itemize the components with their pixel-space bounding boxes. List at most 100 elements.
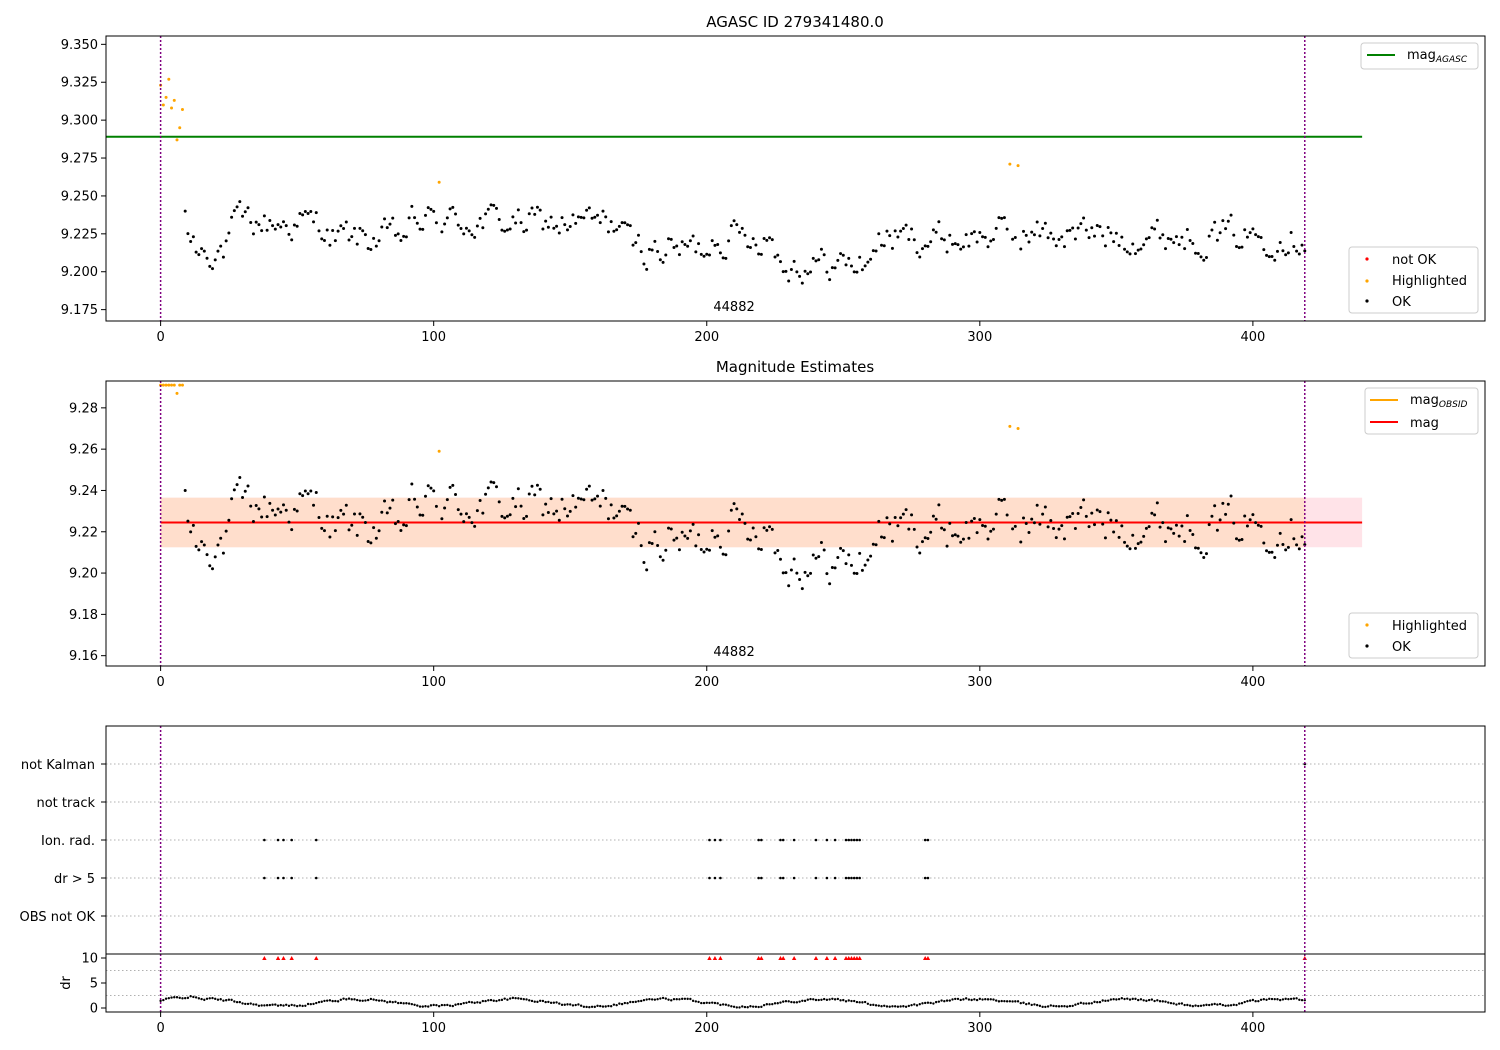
ok-point	[445, 498, 449, 502]
dr-point	[760, 1005, 763, 1009]
dr-point	[325, 999, 329, 1002]
dr-point	[689, 997, 692, 1001]
dr-flag-point	[923, 876, 927, 880]
ok-point	[716, 242, 720, 246]
ok-point	[1289, 230, 1293, 234]
dr-point	[683, 997, 687, 1000]
ok-point	[1297, 252, 1301, 256]
ok-point	[724, 553, 728, 557]
ok-point	[486, 486, 490, 490]
dr-point	[730, 1005, 733, 1008]
ok-point	[888, 234, 892, 238]
ok-point	[320, 526, 324, 530]
ok-point	[1300, 243, 1304, 247]
dr-flag-point	[263, 876, 266, 880]
ok-point	[1284, 253, 1288, 257]
ok-point	[388, 222, 392, 226]
ok-point	[825, 270, 829, 274]
ok-point	[1087, 525, 1091, 529]
ok-point	[486, 207, 490, 211]
ok-point	[535, 483, 539, 487]
dr-point	[776, 1002, 779, 1005]
dr-point	[1049, 1004, 1053, 1007]
dr-point	[607, 1004, 610, 1008]
ok-point	[1267, 255, 1271, 259]
ok-point	[467, 515, 471, 519]
dr-point	[1153, 999, 1156, 1003]
ok-point	[953, 242, 957, 246]
dr-point	[1016, 1000, 1020, 1003]
ok-point	[1202, 258, 1206, 262]
ok-point	[697, 533, 701, 537]
ok-point	[363, 520, 367, 524]
panel1-legend-upper: magAGASC	[1360, 42, 1479, 70]
ok-point	[1065, 229, 1069, 233]
ok-point	[227, 518, 231, 522]
dr-point	[915, 1004, 919, 1007]
ok-point	[1011, 237, 1015, 241]
ok-point	[1248, 231, 1252, 235]
ok-point	[546, 510, 550, 514]
dr-point	[459, 1002, 463, 1006]
dr-point	[855, 1000, 859, 1004]
ok-point	[1133, 252, 1137, 256]
y-tick-label: 9.28	[69, 401, 98, 416]
ok-point	[612, 229, 616, 233]
ok-point	[325, 228, 329, 232]
ok-point	[672, 246, 676, 250]
ok-point	[617, 509, 621, 513]
ok-point	[303, 489, 307, 493]
ok-point	[650, 248, 654, 252]
ok-point	[959, 540, 963, 544]
ok-point	[191, 523, 195, 527]
dr-point	[784, 1000, 788, 1003]
ok-point	[770, 238, 774, 242]
x-tick-label: 100	[421, 1021, 446, 1036]
dr-point	[975, 998, 979, 1002]
dr-point	[1186, 1003, 1189, 1007]
ok-point	[423, 213, 427, 217]
dr-flag-point	[290, 876, 293, 880]
dr-point	[904, 1005, 908, 1008]
ok-point	[317, 229, 321, 233]
dr-point	[918, 1003, 921, 1006]
ok-point	[265, 228, 269, 232]
ok-point	[478, 216, 482, 220]
ok-point	[1275, 249, 1279, 253]
ok-point	[1109, 518, 1113, 522]
ok-point	[1062, 245, 1066, 249]
ok-point	[789, 568, 793, 572]
ok-point	[1131, 242, 1135, 246]
y-tick-label: 9.24	[69, 484, 98, 499]
ok-point	[1150, 511, 1154, 515]
ok-point	[448, 207, 452, 211]
ok-point	[238, 475, 242, 479]
dr-flag-point	[760, 876, 763, 880]
ok-point	[596, 494, 600, 498]
dr-point	[1145, 999, 1148, 1003]
ok-point	[710, 529, 714, 533]
ok-point	[893, 229, 897, 233]
ok-point	[768, 236, 772, 240]
ok-point	[456, 223, 460, 227]
dr-point	[1137, 998, 1140, 1002]
dr-point	[1052, 1004, 1055, 1008]
ok-point	[1292, 537, 1296, 541]
ok-point	[219, 536, 223, 540]
panel1-title: AGASC ID 279341480.0	[706, 13, 884, 31]
dr-point	[361, 999, 364, 1002]
ok-point	[1169, 237, 1173, 241]
dr-point	[951, 998, 954, 1001]
ok-point	[312, 503, 316, 507]
ok-point	[768, 525, 772, 529]
ok-point	[606, 230, 610, 234]
dr-point	[560, 1003, 564, 1007]
ok-point	[809, 270, 813, 274]
dr-point	[1251, 998, 1255, 1002]
dr-point	[579, 1004, 583, 1007]
dr-point	[782, 1000, 785, 1003]
ok-point	[1240, 245, 1244, 249]
ok-point	[1183, 247, 1187, 251]
dr-point	[347, 997, 351, 1000]
ok-point	[839, 546, 843, 550]
